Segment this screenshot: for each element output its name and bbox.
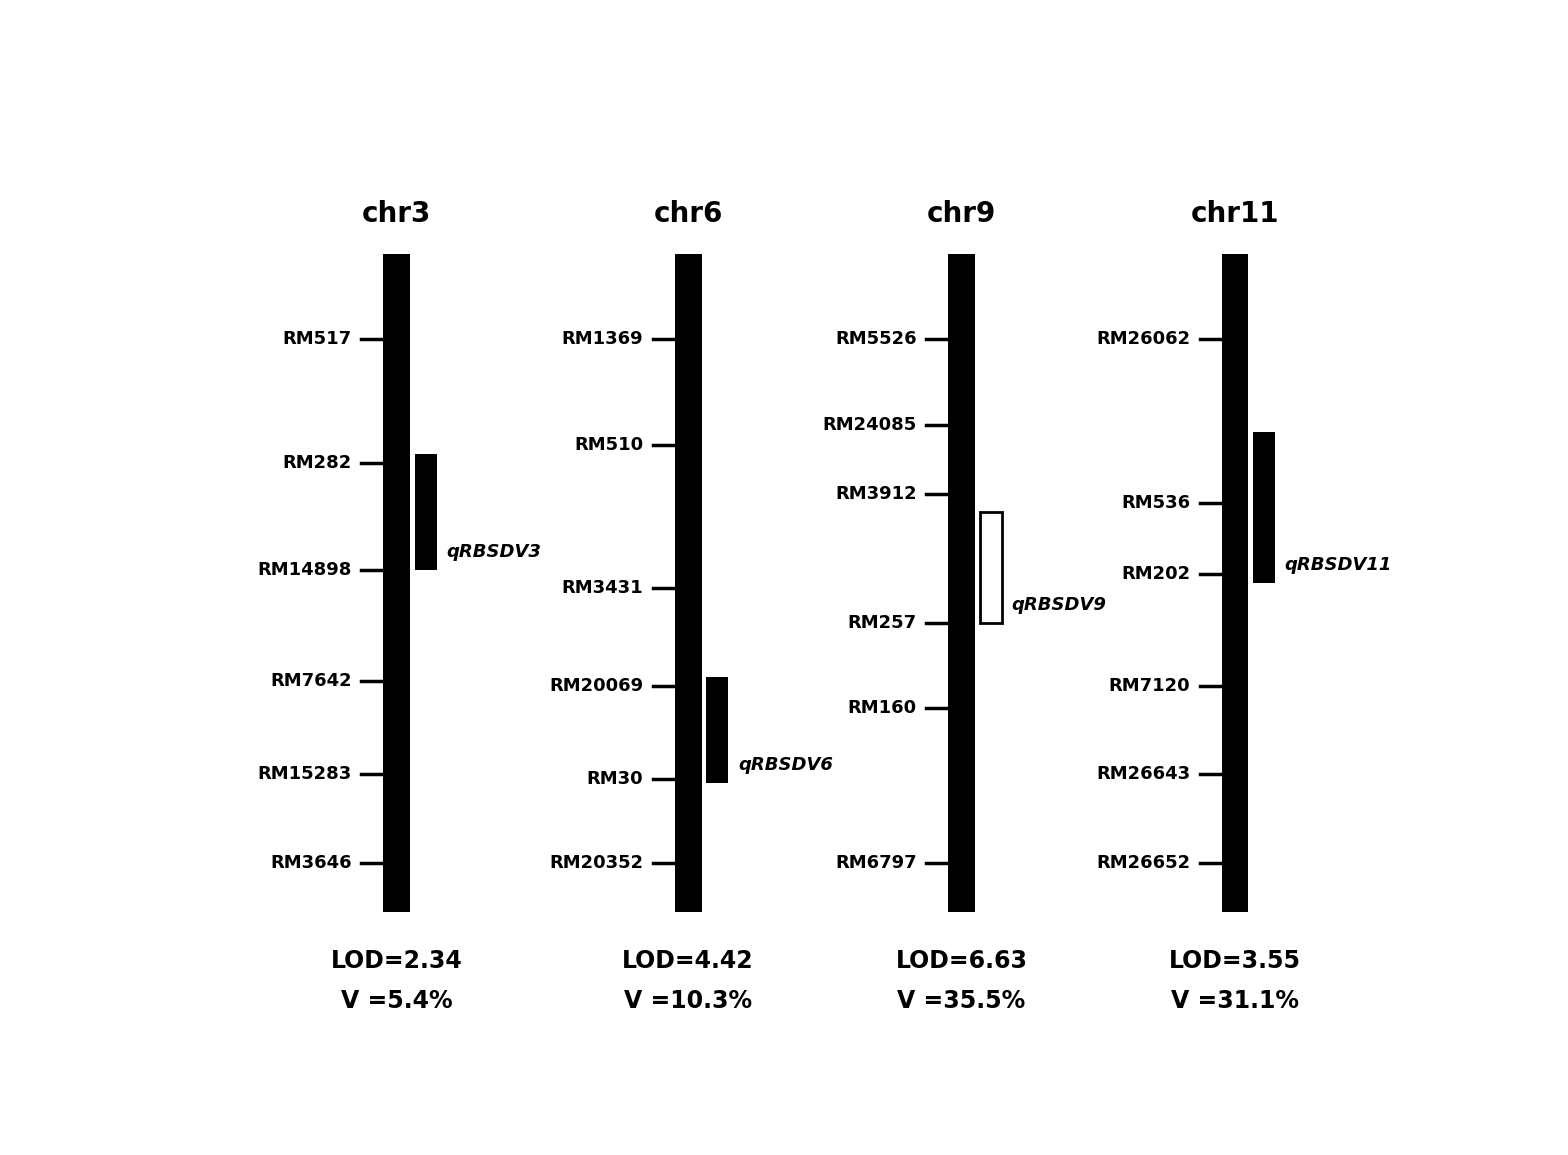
Bar bbox=[949, 254, 975, 912]
Text: chr11: chr11 bbox=[1190, 200, 1279, 228]
Text: LOD=2.34: LOD=2.34 bbox=[331, 949, 463, 974]
Text: RM26652: RM26652 bbox=[1096, 855, 1190, 872]
Text: qRBSDV9: qRBSDV9 bbox=[1011, 596, 1107, 614]
Text: LOD=6.63: LOD=6.63 bbox=[895, 949, 1027, 974]
Bar bbox=[1221, 254, 1248, 912]
Text: RM202: RM202 bbox=[1121, 566, 1190, 583]
Text: RM30: RM30 bbox=[586, 770, 643, 788]
Text: LOD=4.42: LOD=4.42 bbox=[622, 949, 754, 974]
Text: RM6797: RM6797 bbox=[836, 855, 917, 872]
Text: RM3646: RM3646 bbox=[270, 855, 351, 872]
Text: RM24085: RM24085 bbox=[822, 416, 917, 434]
Text: RM20069: RM20069 bbox=[549, 677, 643, 694]
Bar bbox=[980, 512, 1002, 624]
Text: RM3912: RM3912 bbox=[836, 485, 917, 504]
Bar bbox=[674, 254, 701, 912]
Text: chr9: chr9 bbox=[927, 200, 996, 228]
Bar bbox=[414, 454, 436, 569]
Text: V =5.4%: V =5.4% bbox=[340, 990, 452, 1013]
Text: RM7120: RM7120 bbox=[1109, 677, 1190, 694]
Text: qRBSDV6: qRBSDV6 bbox=[739, 757, 833, 775]
Bar bbox=[383, 254, 409, 912]
Text: RM20352: RM20352 bbox=[549, 855, 643, 872]
Text: RM517: RM517 bbox=[282, 329, 351, 348]
Text: RM26062: RM26062 bbox=[1096, 329, 1190, 348]
Bar bbox=[706, 677, 728, 783]
Text: qRBSDV11: qRBSDV11 bbox=[1284, 557, 1392, 574]
Text: RM5526: RM5526 bbox=[836, 329, 917, 348]
Text: RM1369: RM1369 bbox=[561, 329, 643, 348]
Text: RM510: RM510 bbox=[574, 437, 643, 454]
Text: V =35.5%: V =35.5% bbox=[897, 990, 1025, 1013]
Text: RM536: RM536 bbox=[1121, 494, 1190, 512]
Bar bbox=[1253, 432, 1275, 583]
Text: RM282: RM282 bbox=[282, 454, 351, 472]
Text: RM7642: RM7642 bbox=[270, 672, 351, 690]
Text: chr6: chr6 bbox=[654, 200, 723, 228]
Text: chr3: chr3 bbox=[362, 200, 431, 228]
Text: RM15283: RM15283 bbox=[257, 766, 351, 783]
Text: RM160: RM160 bbox=[847, 699, 917, 717]
Text: RM3431: RM3431 bbox=[561, 579, 643, 597]
Text: V =10.3%: V =10.3% bbox=[624, 990, 753, 1013]
Text: qRBSDV3: qRBSDV3 bbox=[447, 543, 541, 561]
Text: LOD=3.55: LOD=3.55 bbox=[1170, 949, 1301, 974]
Text: RM14898: RM14898 bbox=[257, 561, 351, 579]
Text: RM257: RM257 bbox=[847, 614, 917, 632]
Text: RM26643: RM26643 bbox=[1096, 766, 1190, 783]
Text: V =31.1%: V =31.1% bbox=[1171, 990, 1298, 1013]
